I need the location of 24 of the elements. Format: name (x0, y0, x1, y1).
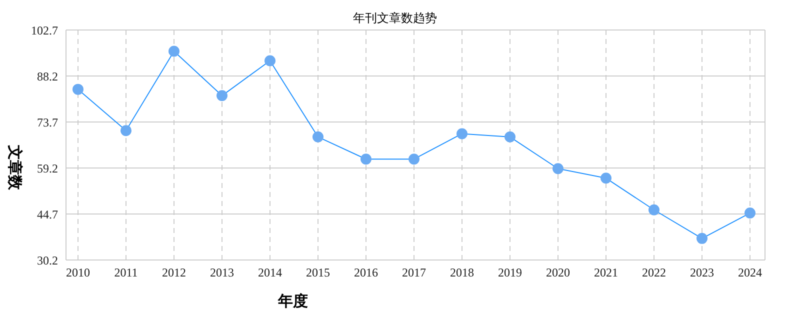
x-tick-label: 2013 (210, 266, 234, 280)
x-tick-label: 2012 (162, 266, 186, 280)
x-tick-label: 2018 (450, 266, 474, 280)
x-tick-label: 2020 (546, 266, 570, 280)
x-tick-label: 2010 (66, 266, 90, 280)
x-tick-label: 2011 (114, 266, 138, 280)
y-axis-title: 文章数 (5, 145, 24, 190)
x-tick-label: 2017 (402, 266, 426, 280)
x-tick-label: 2022 (642, 266, 666, 280)
y-tick-label: 88.2 (37, 69, 58, 84)
y-tick-label: 59.2 (37, 161, 58, 176)
x-tick-label: 2019 (498, 266, 522, 280)
y-tick-label: 44.7 (37, 207, 58, 222)
y-tick-label: 73.7 (37, 115, 58, 130)
x-tick-label: 2016 (354, 266, 378, 280)
x-tick-label: 2023 (690, 266, 714, 280)
y-tick-label: 102.7 (31, 23, 58, 38)
x-tick-label: 2014 (258, 266, 282, 280)
x-tick-label: 2024 (738, 266, 762, 280)
x-tick-label: 2021 (594, 266, 618, 280)
x-tick-label: 2015 (306, 266, 330, 280)
x-axis-title: 年度 (278, 292, 308, 311)
y-tick-label: 30.2 (37, 253, 58, 268)
chart-title: 年刊文章数趋势 (353, 11, 437, 25)
